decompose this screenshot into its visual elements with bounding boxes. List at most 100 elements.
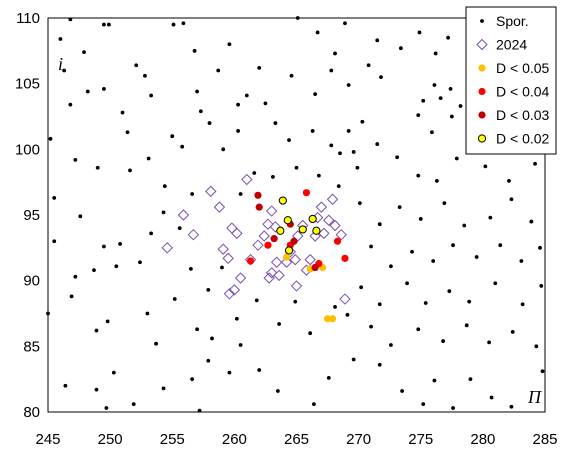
data-point xyxy=(161,242,173,254)
data-point xyxy=(311,263,319,272)
data-point xyxy=(346,129,351,133)
data-point xyxy=(538,245,542,250)
data-point xyxy=(336,184,341,189)
data-point xyxy=(400,389,405,393)
data-point xyxy=(462,223,467,228)
legend-marker xyxy=(480,19,484,23)
data-point xyxy=(92,268,96,273)
data-point xyxy=(192,48,197,53)
data-point xyxy=(432,83,437,87)
data-point xyxy=(304,253,316,266)
data-point xyxy=(539,284,544,288)
data-point xyxy=(397,205,402,210)
data-point xyxy=(228,284,241,296)
data-point xyxy=(234,316,239,321)
data-point xyxy=(125,130,130,135)
data-point xyxy=(360,119,365,124)
legend-box xyxy=(465,6,557,155)
data-point xyxy=(145,311,150,316)
data-point xyxy=(534,344,539,349)
data-point xyxy=(540,369,545,374)
x-tick-label: 265 xyxy=(284,431,309,448)
data-point xyxy=(172,297,177,301)
data-point xyxy=(398,46,403,51)
data-point xyxy=(519,259,524,263)
data-point xyxy=(335,228,347,241)
data-point xyxy=(62,68,67,73)
data-point xyxy=(507,178,511,183)
data-point xyxy=(389,343,393,347)
data-point xyxy=(262,218,274,230)
data-point xyxy=(171,22,176,27)
data-point xyxy=(195,327,200,332)
data-point xyxy=(377,302,382,307)
data-point xyxy=(254,298,259,303)
axis-ticks: 245 250 255 260 265 270 275 280 285 80 85 90 95 100 10… xyxy=(15,10,558,448)
data-point xyxy=(416,173,421,178)
data-point xyxy=(257,368,262,372)
data-point xyxy=(377,222,382,227)
legend: Spor. 2024 D < 0.05 D < 0.04 D < 0.03 D < 0.0… xyxy=(465,6,557,155)
data-point xyxy=(287,138,291,143)
data-point xyxy=(238,192,243,196)
data-point xyxy=(154,341,158,346)
data-point xyxy=(333,237,342,245)
data-point xyxy=(177,226,182,231)
data-point xyxy=(311,402,316,407)
data-point xyxy=(338,151,342,156)
data-point xyxy=(188,266,193,271)
data-point xyxy=(458,104,463,108)
data-point xyxy=(254,191,262,199)
data-point xyxy=(52,239,57,244)
data-point xyxy=(468,377,473,382)
data-point xyxy=(308,331,313,336)
data-point xyxy=(94,387,99,392)
data-point xyxy=(417,30,422,35)
data-point xyxy=(377,362,382,367)
data-point xyxy=(278,196,287,205)
data-point xyxy=(430,130,434,135)
y-tick-label: 80 xyxy=(23,404,40,421)
x-tick-label: 260 xyxy=(222,431,247,448)
data-point xyxy=(509,404,514,409)
legend-marker xyxy=(477,134,487,143)
data-point xyxy=(131,402,136,407)
data-point xyxy=(263,101,268,106)
data-point xyxy=(293,299,298,304)
data-point xyxy=(379,75,383,79)
data-point xyxy=(58,37,63,41)
data-point xyxy=(326,375,331,380)
data-point xyxy=(366,63,371,68)
data-point xyxy=(329,219,341,232)
data-point xyxy=(104,406,109,410)
data-point xyxy=(273,121,278,125)
data-point xyxy=(369,244,373,249)
data-point xyxy=(257,66,262,70)
data-point xyxy=(149,231,154,236)
data-point xyxy=(416,113,421,118)
data-point xyxy=(451,406,455,410)
data-point xyxy=(210,336,214,341)
data-point xyxy=(94,328,99,333)
data-point xyxy=(318,227,330,240)
data-point xyxy=(298,225,307,234)
data-point xyxy=(134,63,139,68)
data-point xyxy=(339,293,351,305)
data-point xyxy=(343,21,347,26)
data-point xyxy=(323,214,335,226)
data-point xyxy=(284,246,294,255)
legend-marker xyxy=(478,87,486,96)
data-point xyxy=(143,73,147,78)
data-point xyxy=(82,50,86,55)
x-tick-label: 255 xyxy=(160,431,185,448)
legend-label: D < 0.03 xyxy=(496,107,550,123)
data-point xyxy=(263,272,275,284)
data-point xyxy=(106,22,111,27)
legend-label: D < 0.02 xyxy=(496,131,550,147)
data-point xyxy=(236,102,241,107)
data-point xyxy=(265,267,278,279)
data-point xyxy=(234,272,247,284)
data-point xyxy=(533,161,537,166)
data-point xyxy=(181,21,186,26)
x-tick-label: 270 xyxy=(346,431,371,448)
